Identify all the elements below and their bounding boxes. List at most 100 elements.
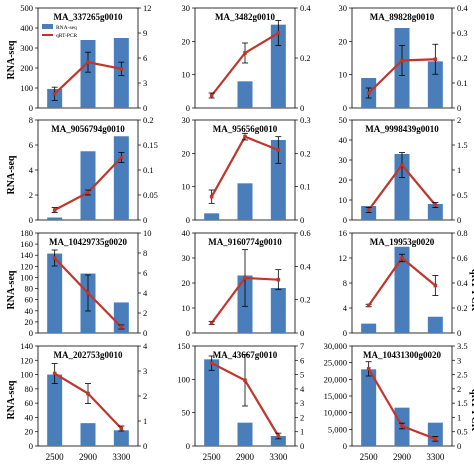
point-qrt-pcr [243,134,247,139]
point-qrt-pcr [276,31,281,35]
point-qrt-pcr [86,291,90,295]
x-tick-label: 2500 [203,452,222,462]
y-tick-label: 0 [186,215,190,225]
point-qrt-pcr [243,51,247,55]
left-axis-title: RNA-seq [6,270,17,309]
point-qrt-pcr [119,426,124,431]
panel-MA_89828g0010: 0 10 20 30 0 0.1 0.2 0.3 0.4 MA_89828g0010 [339,3,469,113]
y2-tick-label: 6 [143,53,147,63]
y-tick-label: 30 [339,155,348,165]
point-qrt-pcr [52,92,57,96]
panel-title: MA_10429735g0020 [49,237,127,247]
point-qrt-pcr [276,434,281,438]
point-qrt-pcr [86,391,90,396]
y2-tick-label: 0 [300,215,304,225]
y-tick-label: 0 [343,215,347,225]
point-qrt-pcr [209,321,214,325]
y-tick-label: 100 [20,272,33,282]
bar-rna-seq [270,436,286,446]
y2-tick-label: 0 [300,103,304,113]
point-qrt-pcr [119,325,124,329]
y-tick-label: 0 [186,103,190,113]
y-tick-label: 20 [25,427,34,437]
y-tick-label: 150 [177,341,190,351]
panel-MA_3482g0010: 0 10 20 30 0 0.2 0.4 MA_3482g0010 [182,3,312,113]
left-axis-title: RNA-seq [6,380,17,419]
y2-tick-label: 0.4 [300,3,311,13]
left-axis-title: RNA-seq [6,40,17,79]
y2-tick-label: 0.6 [457,253,468,263]
legend-label-qrt-pcr: qRT-PCR [56,33,78,39]
panel-title: MA_337265g0010 [54,12,123,22]
y2-tick-label: 1.5 [457,140,468,150]
bar-rna-seq [47,253,63,333]
panel-MA_9056794g0010: 0 2 4 6 8 0 0.05 0.1 0.15 0.2 MA_9056794g0010 [29,115,158,225]
bar-rna-seq [427,316,443,333]
y2-tick-label: 0 [457,103,461,113]
left-axis-title: RNA-seq [6,155,17,194]
panel-MA_337265g0010: 0 100 200 300 400 500 0 3 6 9 12 MA_337265g0010 RNA-… [20,3,151,113]
y2-tick-label: 0.2 [457,303,468,313]
y2-tick-label: 0.2 [457,53,468,63]
y2-tick-label: 0.4 [300,261,311,271]
panel-title: MA_202753g0010 [54,350,123,360]
y2-tick-label: 4 [143,288,148,298]
bar-rna-seq [113,136,129,220]
y-tick-label: 50 [339,115,348,125]
y-tick-label: 100 [20,370,33,380]
x-tick-label: 2900 [393,452,412,462]
y2-tick-label: 2 [457,115,461,125]
panel-title: MA_9160774g0010 [208,237,282,247]
y-tick-label: 120 [20,261,33,271]
y-tick-label: 20 [339,175,348,185]
y2-tick-label: 0.4 [457,278,468,288]
bar-rna-seq [47,217,63,220]
bar-rna-seq [427,204,443,220]
y-tick-label: 300 [20,43,33,53]
point-qrt-pcr [119,67,124,71]
y-tick-label: 500 [20,3,33,13]
panel-MA_202753g0010: 0 20 40 60 80 100 120 140 0 1 2 3 4 MA_202753g0010 250… [20,341,148,462]
point-qrt-pcr [366,367,371,371]
y-tick-label: 20 [25,317,34,327]
y2-tick-label: 6 [143,268,147,278]
y-tick-label: 10 [182,70,191,80]
y2-tick-label: 0 [457,328,461,338]
y-tick-label: 140 [20,341,33,351]
y-tick-label: 180 [20,228,33,238]
y-tick-label: 20 [182,278,191,288]
y2-tick-label: 0.1 [300,182,311,192]
y2-tick-label: 0 [143,441,147,451]
y2-tick-label: 0.3 [300,115,311,125]
point-qrt-pcr [400,256,404,260]
y-tick-label: 60 [25,295,34,305]
y-tick-label: 30 [182,115,191,125]
point-qrt-pcr [209,361,214,365]
y-tick-label: 10 [339,195,348,205]
y-tick-label: 16 [339,228,348,238]
y2-tick-label: 2.5 [457,370,468,380]
panel-MA_9160774g0010: 0 10 20 30 40 0 0.2 0.4 0.6 MA_9160774g0010 [182,228,312,338]
bar-rna-seq [47,374,63,446]
point-qrt-pcr [276,148,281,152]
y-tick-label: 4 [343,303,348,313]
y-tick-label: 40 [25,306,34,316]
point-qrt-pcr [366,303,371,308]
point-qrt-pcr [400,58,404,63]
bar-rna-seq [113,302,129,333]
y2-tick-label: 0.5 [457,427,468,437]
y2-tick-label: 0.1 [457,78,468,88]
y-tick-label: 8 [343,278,347,288]
y2-tick-label: 0.4 [457,3,468,13]
y-tick-label: 20 [182,148,191,158]
x-tick-label: 2500 [46,452,65,462]
bar-rna-seq [237,81,253,108]
point-qrt-pcr [243,276,247,280]
y-tick-label: 5,000 [328,424,347,434]
y2-tick-label: 0.15 [143,140,158,150]
point-qrt-pcr [433,283,438,288]
y2-tick-label: 0.3 [457,28,468,38]
panel-MA_9998439g0010: 0 10 20 30 40 50 0 0.5 1 1.5 2 MA_9998439g0010 [339,115,468,225]
right-axis-title: qRT-PCR [469,389,474,432]
legend-swatch-rna-seq [42,24,53,29]
